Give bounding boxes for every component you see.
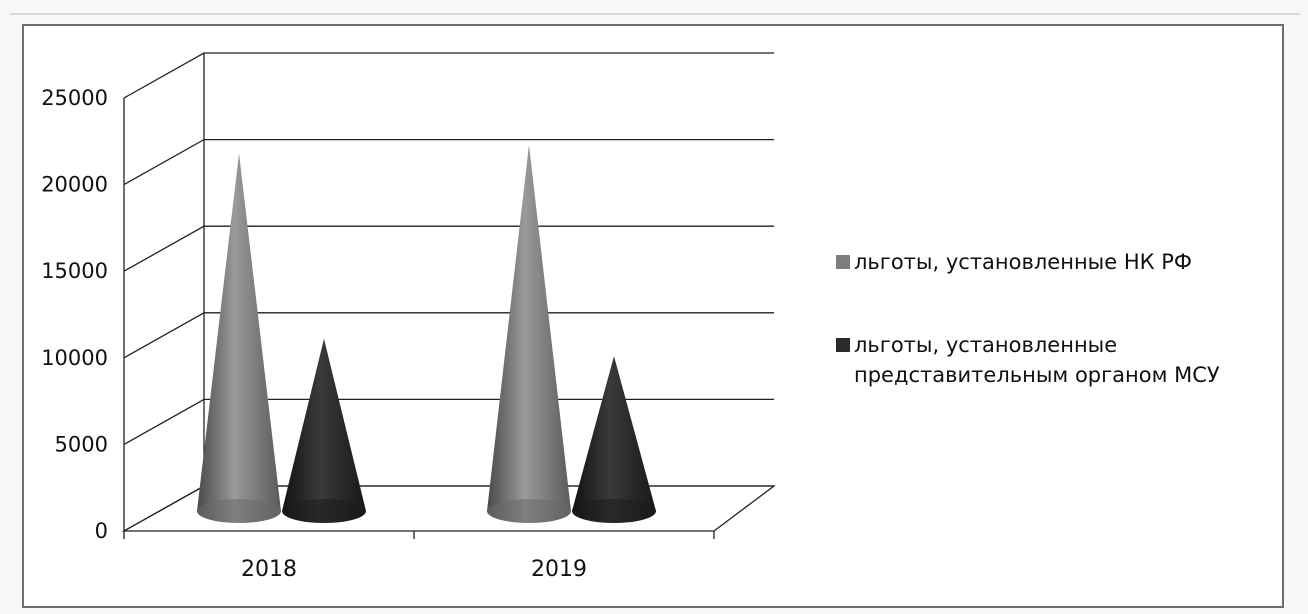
legend-label-series-1: льготы, установленные НК РФ [854,250,1192,274]
cone-body [487,144,571,523]
cone-chart: 0 5000 10000 15000 20000 25000 2018 2019 льгот… [41,52,1220,582]
legend: льготы, установленные НК РФ льготы, уста… [836,250,1220,387]
y-tick-labels: 0 5000 10000 15000 20000 25000 [41,86,108,543]
axes [121,53,776,539]
y-tick-label: 5000 [55,432,108,456]
gridline [123,52,774,99]
cone-series [197,144,656,523]
cone-msu [282,338,366,523]
legend-label-series-2-line-2: представительным органом МСУ [854,363,1220,387]
cone-body [572,356,656,523]
cone-nk-rf [197,153,281,523]
cone-body [197,153,281,523]
legend-label-series-2-line-1: льготы, установленные [854,333,1117,357]
y-tick-label: 10000 [41,346,108,370]
legend-swatch-series-1 [836,255,850,269]
legend-swatch-series-2 [836,338,850,352]
gridline [123,225,774,272]
cone-nk-rf [487,144,571,523]
y-tick-label: 15000 [41,259,108,283]
chart-floor [121,485,776,532]
x-tick-labels: 2018 2019 [241,557,587,582]
cone-msu [572,356,656,523]
x-tick-label: 2018 [241,557,297,582]
y-tick-label: 0 [95,519,108,543]
gridline [123,138,774,186]
cone-base [572,499,656,523]
x-tick-label: 2019 [531,557,587,582]
cone-base [197,499,281,523]
y-tick-label: 20000 [41,173,108,197]
cone-body [282,338,366,523]
y-tick-label: 25000 [41,86,108,110]
chart-area: 0 5000 10000 15000 20000 25000 2018 2019 льгот… [22,24,1284,608]
cone-base [487,499,571,523]
cone-base [282,499,366,523]
